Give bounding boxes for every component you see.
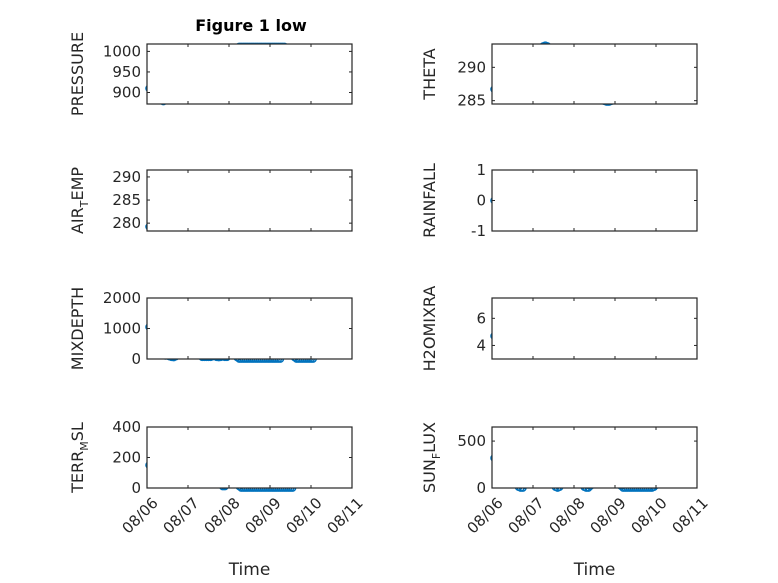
y-tick-label: 290 (112, 168, 141, 186)
y-tick-label: 1000 (103, 320, 141, 338)
y-axis-label: SUNFLUX (420, 422, 443, 493)
y-axis-label-subscript: F (430, 453, 443, 459)
y-tick-label: 280 (112, 214, 141, 232)
y-tick-label: 1 (476, 161, 486, 179)
panel-terrmsl: 0 200 400 TERRMSL 08/0608/0708/0808/0908/100… (68, 418, 367, 580)
figure-title: Figure 1 low (195, 16, 307, 35)
y-axis-label-text: THETA (420, 48, 439, 100)
panel-sunflux: 0 500 SUNFLUX 08/0608/0708/0808/0908/1008/1… (420, 422, 712, 580)
y-tick-label: 200 (112, 449, 141, 467)
y-axis-label-text: AIR (68, 207, 87, 234)
y-axis-label-text: RAINFALL (420, 163, 439, 238)
panel-mixdepth: 0 1000 2000 MIXDEPTH (68, 287, 353, 370)
panel-theta: 285 290 THETA (420, 41, 698, 110)
panel-rainfall: -1 0 1 RAINFALL (420, 161, 698, 240)
panel-h2omixra: 4 6 H2OMIXRA (420, 286, 698, 372)
y-axis-label: H2OMIXRA (420, 286, 439, 372)
x-axis-label: Time (228, 560, 271, 580)
y-tick-label: 285 (457, 92, 486, 110)
y-axis-label-text: H2OMIXRA (420, 286, 439, 372)
y-axis-label: PRESSURE (68, 32, 87, 116)
x-tick-label: 08/09 (241, 494, 284, 537)
x-tick-label: 08/07 (159, 494, 202, 537)
y-axis-label-subscript: M (78, 441, 91, 451)
y-axis-label-text: MIXDEPTH (68, 287, 87, 370)
x-tick-label: 08/07 (504, 494, 547, 537)
y-tick-label: 4 (476, 336, 486, 354)
axes-box (491, 43, 698, 105)
x-axis-label: Time (573, 560, 616, 580)
y-tick-label: 950 (112, 63, 141, 81)
y-tick-label: 285 (112, 191, 141, 209)
y-axis-label: THETA (420, 48, 439, 100)
x-tick-label: 08/11 (668, 494, 711, 537)
y-tick-label: 6 (476, 309, 486, 327)
y-tick-label: 2000 (103, 289, 141, 307)
x-tick-label: 08/11 (323, 494, 366, 537)
y-tick-label: 0 (131, 479, 141, 497)
y-tick-label: 0 (476, 192, 486, 210)
y-axis-label-text: TERR (68, 451, 87, 494)
y-axis-label-subscript: T (78, 200, 91, 208)
y-tick-label: 0 (131, 350, 141, 368)
x-tick-label: 08/10 (627, 494, 670, 537)
x-tick-label: 08/06 (463, 494, 506, 537)
y-tick-label: 500 (457, 432, 486, 450)
y-tick-label: 400 (112, 418, 141, 436)
y-axis-label-text: SUN (420, 459, 439, 493)
axes-box (146, 297, 353, 360)
axes-box (491, 426, 698, 489)
axes-box (146, 43, 353, 105)
y-tick-label: 1000 (103, 42, 141, 60)
axes-box (491, 297, 698, 360)
y-tick-label: 0 (476, 479, 486, 497)
axes-box (146, 426, 353, 489)
y-axis-label-text: EMP (68, 167, 87, 201)
y-axis-label: TERRMSL (68, 422, 91, 494)
y-axis-label: AIRTEMP (68, 167, 91, 234)
y-tick-label: 290 (457, 58, 486, 76)
panel-pressure: 900 950 1000 PRESSURE (68, 32, 353, 116)
x-tick-label: 08/06 (118, 494, 161, 537)
x-tick-label: 08/09 (586, 494, 629, 537)
y-axis-label-text: PRESSURE (68, 32, 87, 116)
y-tick-label: -1 (471, 222, 486, 240)
axes-box (491, 169, 698, 232)
y-axis-label-text: LUX (420, 422, 439, 453)
x-tick-label: 08/10 (282, 494, 325, 537)
y-axis-label: RAINFALL (420, 163, 439, 238)
y-axis-label-text: SL (68, 422, 87, 441)
axes-box (146, 169, 353, 232)
x-tick-label: 08/08 (545, 494, 588, 537)
y-tick-label: 900 (112, 83, 141, 101)
x-tick-label: 08/08 (200, 494, 243, 537)
panel-airtemp: 280 285 290 AIRTEMP (68, 167, 353, 234)
y-axis-label: MIXDEPTH (68, 287, 87, 370)
